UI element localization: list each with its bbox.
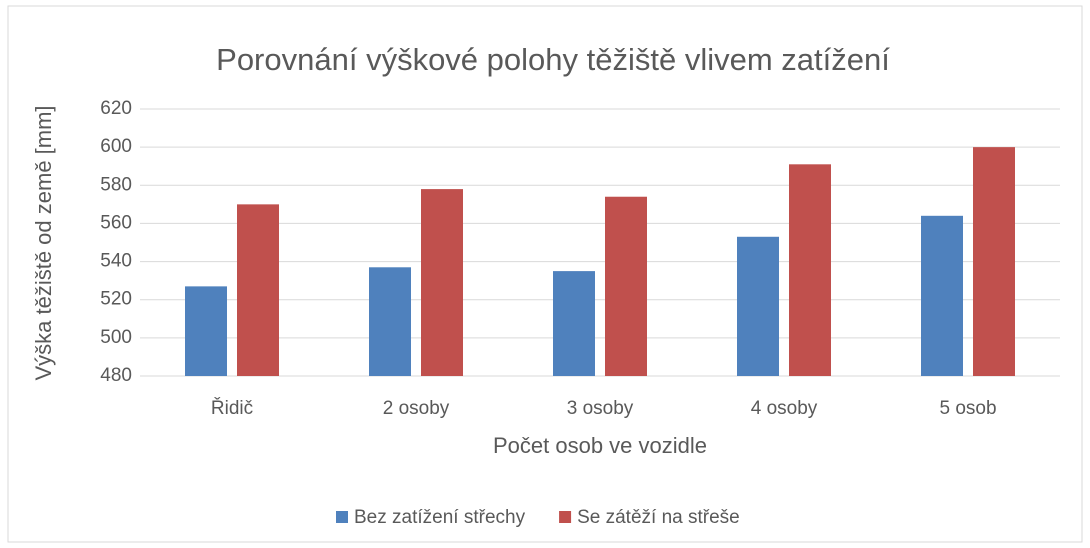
y-axis-label: Výška těžiště od země [mm]: [31, 105, 56, 380]
bar: [789, 164, 831, 376]
y-tick-label: 480: [100, 365, 132, 386]
bar: [737, 236, 779, 376]
bar: [605, 196, 647, 376]
bar: [237, 204, 279, 376]
bar: [973, 147, 1015, 376]
x-tick-label: 5 osob: [939, 398, 996, 419]
bar: [369, 267, 411, 376]
y-tick-label: 600: [100, 136, 132, 157]
y-tick-label: 580: [100, 174, 132, 195]
x-tick-label: 4 osoby: [751, 398, 818, 419]
bar: [421, 189, 463, 376]
y-tick-label: 560: [100, 212, 132, 233]
chart-border: [7, 5, 1083, 543]
bar: [185, 286, 227, 376]
x-tick-label: 2 osoby: [383, 398, 450, 419]
legend-label: Se zátěží na střeše: [577, 507, 740, 528]
x-tick-label: Řidič: [211, 397, 253, 419]
y-tick-label: 540: [100, 251, 132, 272]
y-tick-label: 520: [100, 289, 132, 310]
legend-swatch: [559, 511, 572, 523]
x-tick-label: 3 osoby: [567, 398, 634, 419]
y-tick-label: 500: [100, 327, 132, 348]
legend-swatch: [336, 511, 348, 523]
legend-label: Bez zatížení střechy: [354, 507, 526, 528]
chart-title: Porovnání výškové polohy těžiště vlivem …: [216, 42, 890, 77]
x-axis-label: Počet osob ve vozidle: [493, 433, 707, 458]
bar: [553, 271, 595, 376]
bar: [921, 215, 963, 376]
y-tick-label: 620: [100, 98, 132, 119]
